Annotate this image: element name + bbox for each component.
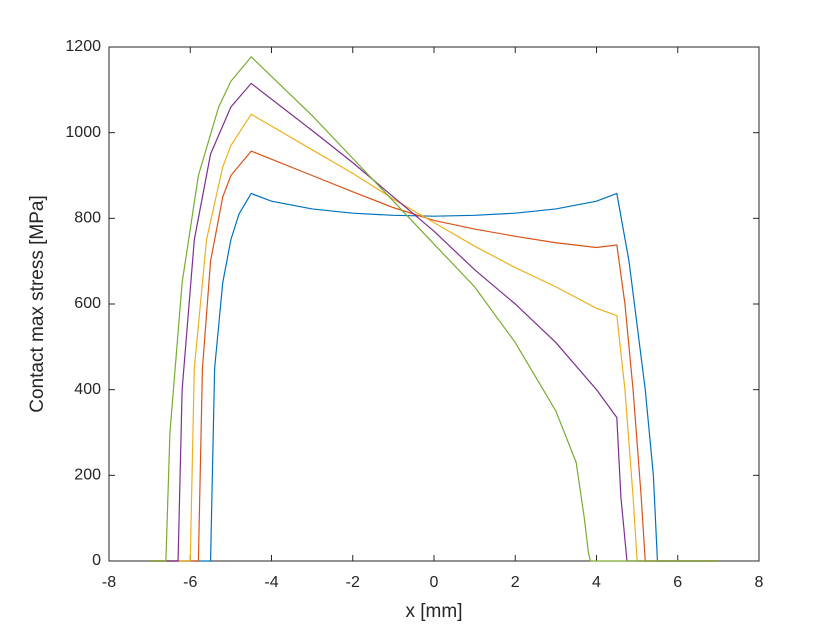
- x-tick-label: 0: [430, 574, 439, 591]
- y-tick-label: 200: [74, 467, 101, 484]
- series-line: [149, 150, 719, 562]
- x-axis-label: x [mm]: [406, 601, 463, 622]
- series-line: [149, 113, 719, 562]
- series-line: [149, 55, 719, 562]
- series-line: [149, 82, 719, 562]
- x-tick-label: 2: [511, 574, 520, 591]
- x-tick-label: -2: [346, 574, 360, 591]
- y-tick-label: 1200: [65, 38, 101, 55]
- x-tick-label: -8: [102, 574, 116, 591]
- y-tick-label: 400: [74, 381, 101, 398]
- x-tick-label: 6: [673, 574, 682, 591]
- x-tick-label: -6: [183, 574, 197, 591]
- x-tick-label: 4: [592, 574, 601, 591]
- y-tick-label: 800: [74, 210, 101, 227]
- y-tick-label: 0: [92, 552, 101, 569]
- y-axis-label: Contact max stress [MPa]: [27, 195, 48, 413]
- y-tick-label: 1000: [65, 124, 101, 141]
- x-tick-label: 8: [755, 574, 764, 591]
- y-tick-label: 600: [74, 295, 101, 312]
- plot-frame: [108, 46, 760, 562]
- series-line: [149, 192, 719, 562]
- x-tick-label: -4: [264, 574, 278, 591]
